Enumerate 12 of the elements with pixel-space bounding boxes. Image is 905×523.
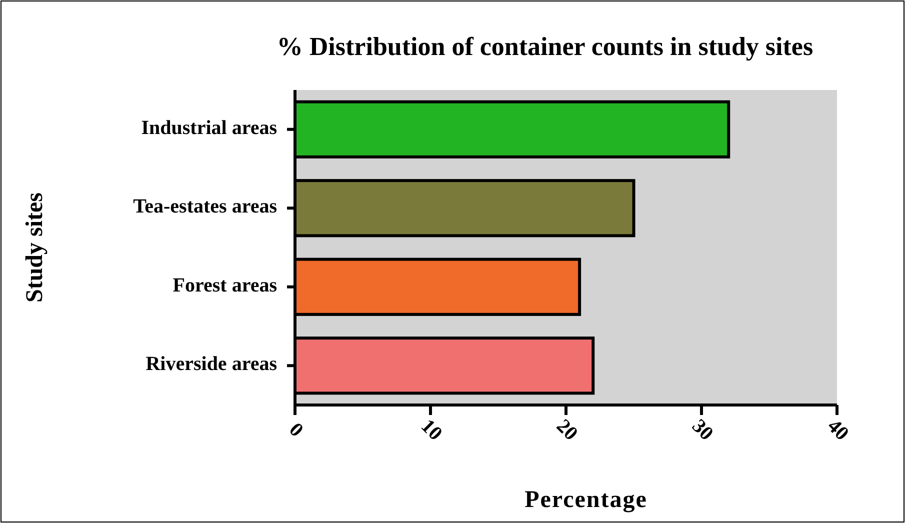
x-axis-title: Percentage [524,487,648,513]
x-tick-label: 30 [688,415,718,445]
y-axis-title: Study sites [22,192,48,303]
y-tick-label: Industrial areas [141,116,278,139]
x-tick-label: 10 [416,415,446,445]
x-tick-label: 0 [284,418,308,442]
x-tick-label: 40 [823,415,853,445]
y-tick-label: Riverside areas [146,353,278,376]
y-tick-label: Tea-estates areas [133,196,278,218]
chart-title: % Distribution of container counts in study sites [276,32,814,61]
x-tick-label: 20 [552,415,582,445]
y-tick-label: Forest areas [172,274,278,296]
